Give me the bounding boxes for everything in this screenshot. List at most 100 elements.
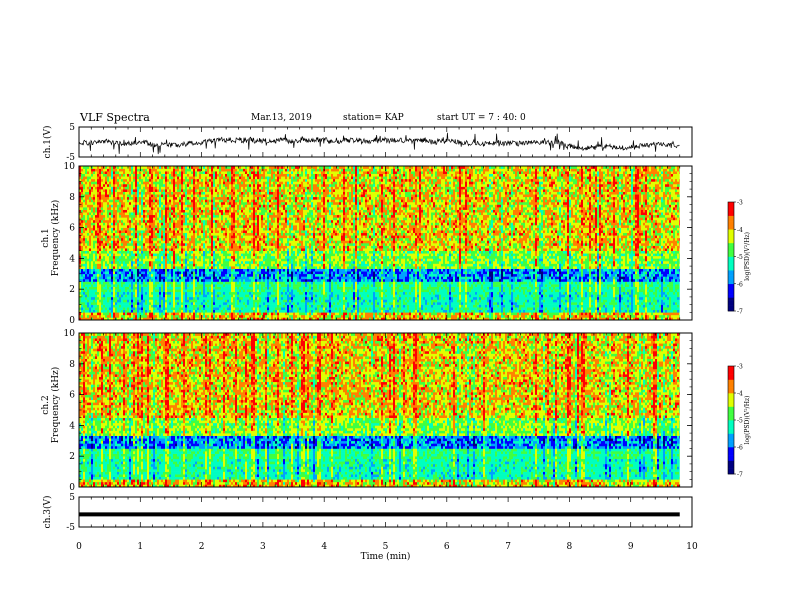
spectrogram-cell (179, 260, 182, 264)
spectrogram-cell (219, 214, 222, 218)
spectrogram-cell (229, 278, 232, 282)
spectrogram-cell (219, 250, 222, 254)
spectrogram-cell (125, 214, 128, 218)
spectrogram-cell (127, 173, 130, 177)
spectrogram-cell (155, 235, 158, 239)
spectrogram-cell (201, 212, 204, 216)
spectrogram-cell (115, 314, 118, 318)
spectrogram-cell (157, 296, 160, 300)
spectrogram-cell (183, 314, 186, 318)
spectrogram-cell (231, 263, 234, 267)
spectrogram-cell (211, 237, 214, 241)
spectrogram-cell (237, 302, 240, 305)
spectrogram-cell (151, 299, 154, 303)
spectrogram-cell (83, 183, 86, 187)
spectrogram-cell (215, 263, 218, 267)
spectrogram-cell (173, 199, 176, 203)
spectrogram-cell (207, 314, 210, 318)
spectrogram-cell (229, 214, 232, 218)
y-axis-label-line: ch.1(V) (42, 126, 53, 159)
spectrogram-cell (81, 263, 84, 267)
spectrogram-cell (85, 217, 88, 221)
spectrogram-cell (199, 230, 202, 234)
spectrogram-cell (173, 286, 176, 290)
spectrogram-cell (153, 299, 156, 303)
spectrogram-cell (103, 201, 106, 205)
spectrogram-cell (115, 250, 118, 254)
spectrogram-cell (141, 235, 144, 239)
spectrogram-cell (127, 281, 130, 285)
spectrogram-cell (101, 196, 104, 200)
spectrogram-cell (177, 178, 180, 182)
spectrogram-cell (167, 312, 170, 316)
spectrogram-cell (199, 240, 202, 244)
spectrogram-cell (115, 230, 118, 234)
spectrogram-cell (231, 194, 234, 198)
spectrogram-cell (201, 260, 204, 264)
spectrogram-cell (151, 214, 154, 218)
spectrogram-cell (205, 171, 208, 174)
spectrogram-cell (117, 191, 120, 195)
spectrogram-cell (81, 181, 84, 185)
spectrogram-cell (103, 178, 106, 182)
spectrogram-cell (169, 212, 172, 216)
spectrogram-cell (231, 248, 234, 251)
spectrogram-cell (121, 266, 124, 269)
spectrogram-cell (175, 245, 178, 249)
spectrogram-cell (205, 194, 208, 198)
spectrogram-cell (197, 183, 200, 187)
spectrogram-cell (207, 286, 210, 290)
spectrogram-cell (153, 219, 156, 223)
spectrogram-cell (79, 196, 82, 200)
spectrogram-cell (207, 204, 210, 208)
spectrogram-cell (111, 194, 114, 198)
spectrogram-cell (183, 263, 186, 267)
spectrogram-cell (235, 309, 238, 313)
spectrogram-cell (173, 196, 176, 200)
spectrogram-cell (149, 201, 152, 205)
spectrogram-cell (81, 243, 84, 246)
spectrogram-cell (213, 307, 216, 311)
spectrogram-cell (175, 235, 178, 239)
spectrogram-cell (203, 199, 206, 203)
spectrogram-cell (175, 232, 178, 236)
spectrogram-cell (165, 194, 168, 198)
spectrogram-cell (101, 299, 104, 303)
spectrogram-cell (125, 276, 128, 280)
spectrogram-cell (185, 237, 188, 241)
spectrogram-cell (161, 307, 164, 311)
spectrogram-cell (95, 237, 98, 241)
spectrogram-cell (163, 194, 166, 198)
spectrogram-cell (177, 255, 180, 259)
spectrogram-cell (187, 250, 190, 254)
spectrogram-cell (237, 245, 240, 249)
spectrogram-cell (195, 181, 198, 185)
spectrogram-cell (221, 281, 224, 285)
spectrogram-cell (133, 278, 136, 282)
spectrogram-cell (159, 309, 162, 313)
spectrogram-cell (201, 168, 204, 172)
spectrogram-cell (193, 294, 196, 298)
spectrogram-cell (121, 237, 124, 241)
spectrogram-cell (207, 209, 210, 213)
spectrogram-cell (211, 312, 214, 316)
spectrogram-cell (113, 299, 116, 303)
spectrogram-cell (91, 189, 94, 192)
spectrogram-cell (129, 196, 132, 200)
spectrogram-cell (81, 183, 84, 187)
spectrogram-cell (83, 235, 86, 239)
spectrogram-cell (227, 166, 230, 169)
spectrogram-cell (155, 299, 158, 303)
spectrogram-cell (97, 183, 100, 187)
spectrogram-cell (165, 276, 168, 280)
spectrogram-cell (95, 176, 98, 180)
spectrogram-cell (163, 196, 166, 200)
spectrogram-cell (223, 225, 226, 228)
spectrogram-cell (223, 183, 226, 187)
spectrogram-cell (159, 266, 162, 269)
spectrogram-cell (137, 212, 140, 216)
spectrogram-cell (177, 183, 180, 187)
spectrogram-cell (157, 250, 160, 254)
spectrogram-cell (205, 227, 208, 231)
spectrogram-cell (173, 222, 176, 226)
